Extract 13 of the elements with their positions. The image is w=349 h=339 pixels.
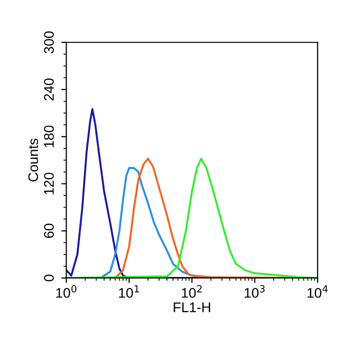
y-tick-label: 0 [44,274,54,282]
y-tick-label: 120 [44,172,54,194]
y-tick-label: 180 [44,126,54,148]
x-tick-label: 10$^{1}$ [119,285,139,298]
y-axis-title: Counts [28,138,38,182]
x-axis-title: FL1-H [174,302,210,312]
y-tick-label: 60 [44,224,54,238]
x-tick-label: 10$^{3}$ [244,285,265,298]
x-tick-label: 10$^{0}$ [56,285,76,298]
x-tick-label: 10$^{2}$ [182,285,202,298]
y-tick-label: 300 [44,31,54,54]
x-tick-label: 10$^{4}$ [308,285,328,298]
y-tick-label: 240 [44,78,54,100]
